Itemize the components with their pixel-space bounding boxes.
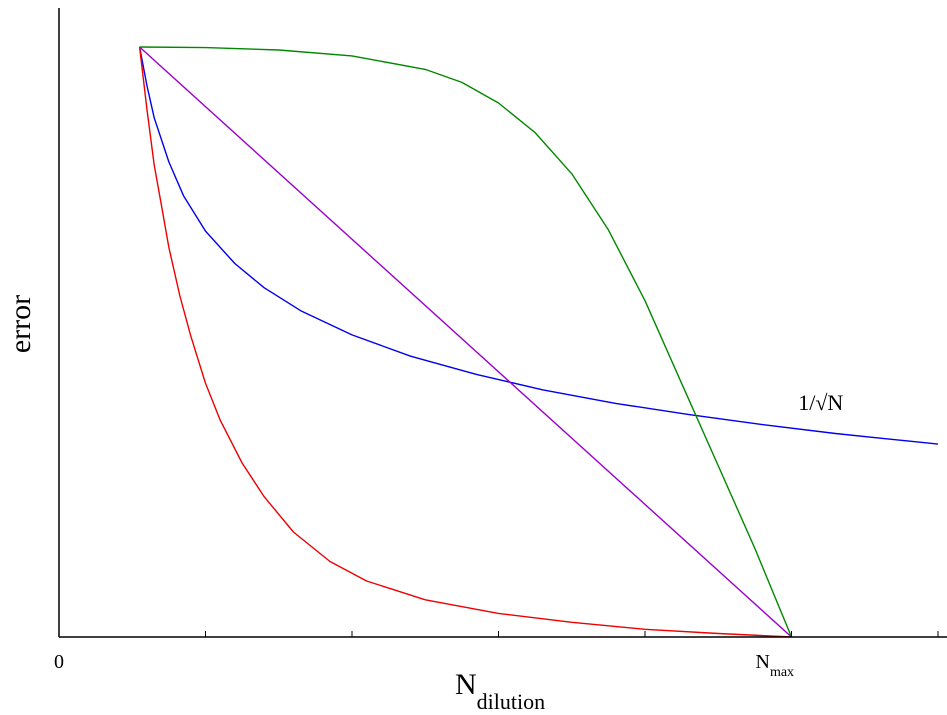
x-axis-label: Ndilution: [455, 668, 545, 714]
y-axis-label: error: [4, 295, 37, 353]
x-axis-label-main: N: [455, 668, 477, 701]
annotation-0: 1/√N: [798, 390, 843, 415]
series-line-3: [139, 46, 793, 638]
x-axis-label-sub: dilution: [477, 689, 545, 714]
series-line-1: [138, 46, 792, 638]
x-tick-label-0: 0: [54, 651, 64, 673]
series-line-0: [138, 46, 939, 445]
x-tick-label-1: Nmax: [756, 651, 795, 680]
series-line-2: [139, 46, 792, 638]
